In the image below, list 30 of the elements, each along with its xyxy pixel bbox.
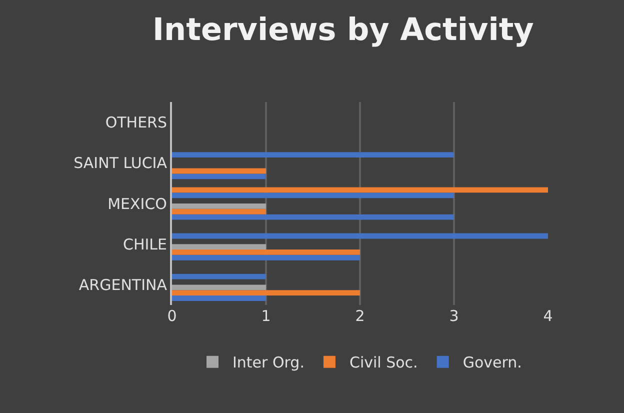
bar [172,208,266,214]
bar [172,152,454,158]
x-tick-label: 4 [543,307,553,325]
bar [172,187,548,193]
y-tick-label: ARGENTINA [78,276,168,294]
bar [172,214,454,220]
y-tick-label: OTHERS [105,114,167,132]
legend-label: Civil Soc. [349,354,418,372]
x-tick-label: 2 [355,307,365,325]
bar [172,168,266,174]
bar [172,250,360,255]
chart-title: Interviews by Activity [152,12,534,48]
y-tick-label: CHILE [122,235,167,254]
bar [172,290,360,296]
bar [172,244,266,250]
x-tick-label: 1 [261,307,271,325]
bar [172,274,266,280]
bar [172,296,266,301]
bar [172,233,548,239]
bar [172,192,454,198]
bar [172,174,266,180]
bar [172,254,360,260]
x-tick-label: 3 [449,307,459,325]
y-tick-label: MEXICO [108,194,167,213]
legend-label: Inter Org. [232,354,304,372]
legend-label: Govern. [462,354,522,372]
y-tick-label: SAINT LUCIA [74,154,168,172]
x-tick-label: 0 [167,307,177,325]
bar [172,204,266,209]
bar [172,284,266,290]
